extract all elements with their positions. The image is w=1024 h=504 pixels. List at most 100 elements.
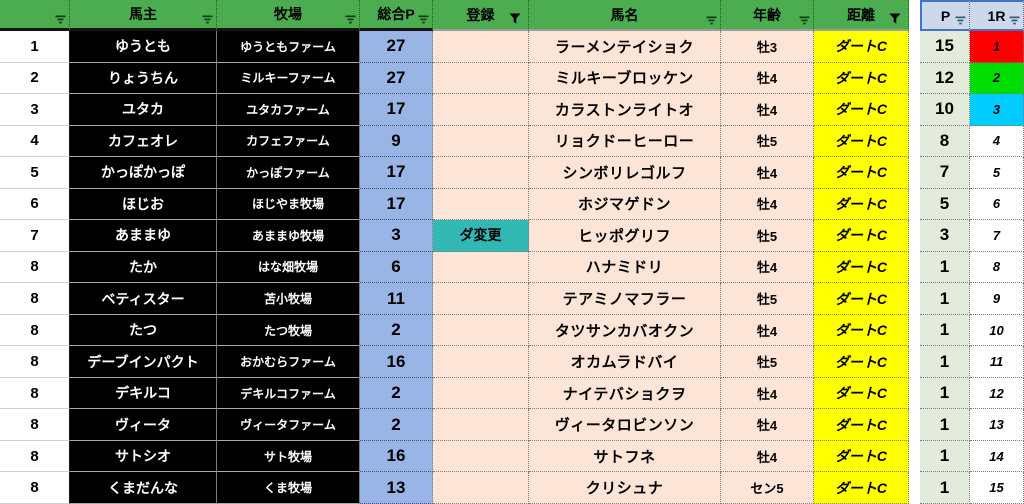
owner-cell[interactable]: あままゆ bbox=[70, 220, 217, 252]
filter-dropdown-icon[interactable] bbox=[955, 16, 966, 25]
farm-cell[interactable]: サト牧場 bbox=[217, 440, 360, 473]
name-cell[interactable]: サトフネ bbox=[529, 440, 721, 473]
p-cell[interactable]: 12 bbox=[920, 62, 970, 95]
distance-cell[interactable]: ダートC bbox=[814, 409, 909, 441]
reg-cell[interactable] bbox=[433, 31, 529, 63]
r1-cell[interactable]: 15 bbox=[970, 472, 1024, 504]
p-cell[interactable]: 1 bbox=[920, 346, 970, 378]
owner-cell[interactable]: サトシオ bbox=[70, 440, 217, 473]
total-p-cell[interactable]: 11 bbox=[360, 283, 433, 315]
gap-cell[interactable] bbox=[909, 377, 920, 410]
owner-cell[interactable]: ベティスター bbox=[70, 283, 217, 315]
column-header-reg[interactable]: 登録 bbox=[433, 0, 529, 31]
farm-cell[interactable]: ゆうともファーム bbox=[217, 31, 360, 63]
column-header-distance[interactable]: 距離 bbox=[814, 0, 909, 31]
farm-cell[interactable]: ほじやま牧場 bbox=[217, 188, 360, 221]
farm-cell[interactable]: はな畑牧場 bbox=[217, 251, 360, 284]
total-p-cell[interactable]: 6 bbox=[360, 251, 433, 284]
total-p-cell[interactable]: 3 bbox=[360, 220, 433, 252]
gap-cell[interactable] bbox=[909, 283, 920, 315]
rank-cell[interactable]: 8 bbox=[0, 251, 70, 284]
age-cell[interactable]: 牡3 bbox=[721, 31, 814, 63]
reg-cell[interactable] bbox=[433, 62, 529, 95]
distance-cell[interactable]: ダートC bbox=[814, 188, 909, 221]
column-header-p[interactable]: P bbox=[920, 0, 970, 31]
age-cell[interactable]: 牡5 bbox=[721, 125, 814, 158]
farm-cell[interactable]: カフェファーム bbox=[217, 125, 360, 158]
r1-cell[interactable]: 11 bbox=[970, 346, 1024, 378]
column-header-r1[interactable]: 1R bbox=[970, 0, 1024, 31]
filter-dropdown-icon[interactable] bbox=[1009, 16, 1020, 25]
p-cell[interactable]: 7 bbox=[920, 157, 970, 189]
owner-cell[interactable]: たつ bbox=[70, 314, 217, 347]
filter-dropdown-icon[interactable] bbox=[55, 15, 66, 24]
total-p-cell[interactable]: 16 bbox=[360, 440, 433, 473]
p-cell[interactable]: 1 bbox=[920, 409, 970, 441]
distance-cell[interactable]: ダートC bbox=[814, 94, 909, 126]
farm-cell[interactable]: たつ牧場 bbox=[217, 314, 360, 347]
age-cell[interactable]: セン5 bbox=[721, 472, 814, 504]
rank-cell[interactable]: 3 bbox=[0, 94, 70, 126]
farm-cell[interactable]: あままゆ牧場 bbox=[217, 220, 360, 252]
farm-cell[interactable]: ヴィータファーム bbox=[217, 409, 360, 441]
name-cell[interactable]: カラストンライトオ bbox=[529, 94, 721, 126]
p-cell[interactable]: 15 bbox=[920, 31, 970, 63]
farm-cell[interactable]: ミルキーファーム bbox=[217, 62, 360, 95]
column-header-total_p[interactable]: 総合P bbox=[360, 0, 433, 31]
rank-cell[interactable]: 8 bbox=[0, 314, 70, 347]
distance-cell[interactable]: ダートC bbox=[814, 251, 909, 284]
p-cell[interactable]: 1 bbox=[920, 314, 970, 347]
rank-cell[interactable]: 8 bbox=[0, 346, 70, 378]
total-p-cell[interactable]: 17 bbox=[360, 157, 433, 189]
distance-cell[interactable]: ダートC bbox=[814, 220, 909, 252]
filter-active-icon[interactable] bbox=[889, 13, 901, 24]
name-cell[interactable]: シンボリレゴルフ bbox=[529, 157, 721, 189]
reg-cell[interactable] bbox=[433, 440, 529, 473]
owner-cell[interactable]: くまだんな bbox=[70, 472, 217, 504]
gap-cell[interactable] bbox=[909, 125, 920, 158]
r1-cell[interactable]: 3 bbox=[970, 94, 1024, 126]
reg-cell[interactable] bbox=[433, 125, 529, 158]
p-cell[interactable]: 1 bbox=[920, 377, 970, 410]
reg-cell[interactable] bbox=[433, 377, 529, 410]
p-cell[interactable]: 1 bbox=[920, 472, 970, 504]
filter-active-icon[interactable] bbox=[509, 13, 521, 24]
rank-cell[interactable]: 7 bbox=[0, 220, 70, 252]
column-header-owner[interactable]: 馬主 bbox=[70, 0, 217, 31]
name-cell[interactable]: ナイテバショクヲ bbox=[529, 377, 721, 410]
distance-cell[interactable]: ダートC bbox=[814, 314, 909, 347]
age-cell[interactable]: 牡4 bbox=[721, 251, 814, 284]
owner-cell[interactable]: りょうちん bbox=[70, 62, 217, 95]
owner-cell[interactable]: たか bbox=[70, 251, 217, 284]
distance-cell[interactable]: ダートC bbox=[814, 377, 909, 410]
column-header-age[interactable]: 年齢 bbox=[721, 0, 814, 31]
name-cell[interactable]: テアミノマフラー bbox=[529, 283, 721, 315]
total-p-cell[interactable]: 17 bbox=[360, 188, 433, 221]
total-p-cell[interactable]: 2 bbox=[360, 409, 433, 441]
farm-cell[interactable]: おかむらファーム bbox=[217, 346, 360, 378]
owner-cell[interactable]: ヴィータ bbox=[70, 409, 217, 441]
farm-cell[interactable]: 苫小牧場 bbox=[217, 283, 360, 315]
owner-cell[interactable]: デキルコ bbox=[70, 377, 217, 410]
r1-cell[interactable]: 1 bbox=[970, 31, 1024, 63]
p-cell[interactable]: 1 bbox=[920, 283, 970, 315]
reg-cell[interactable]: ダ変更 bbox=[433, 220, 529, 252]
name-cell[interactable]: クリシュナ bbox=[529, 472, 721, 504]
rank-cell[interactable]: 1 bbox=[0, 31, 70, 63]
rank-cell[interactable]: 8 bbox=[0, 440, 70, 473]
filter-dropdown-icon[interactable] bbox=[706, 16, 717, 25]
age-cell[interactable]: 牡4 bbox=[721, 409, 814, 441]
age-cell[interactable]: 牡4 bbox=[721, 314, 814, 347]
rank-cell[interactable]: 4 bbox=[0, 125, 70, 158]
filter-dropdown-icon[interactable] bbox=[799, 16, 810, 25]
age-cell[interactable]: 牡4 bbox=[721, 62, 814, 95]
p-cell[interactable]: 3 bbox=[920, 220, 970, 252]
reg-cell[interactable] bbox=[433, 346, 529, 378]
name-cell[interactable]: リョクドーヒーロー bbox=[529, 125, 721, 158]
r1-cell[interactable]: 2 bbox=[970, 62, 1024, 95]
gap-cell[interactable] bbox=[909, 472, 920, 504]
column-header-farm[interactable]: 牧場 bbox=[217, 0, 360, 31]
distance-cell[interactable]: ダートC bbox=[814, 31, 909, 63]
r1-cell[interactable]: 7 bbox=[970, 220, 1024, 252]
name-cell[interactable]: タツサンカバオクン bbox=[529, 314, 721, 347]
